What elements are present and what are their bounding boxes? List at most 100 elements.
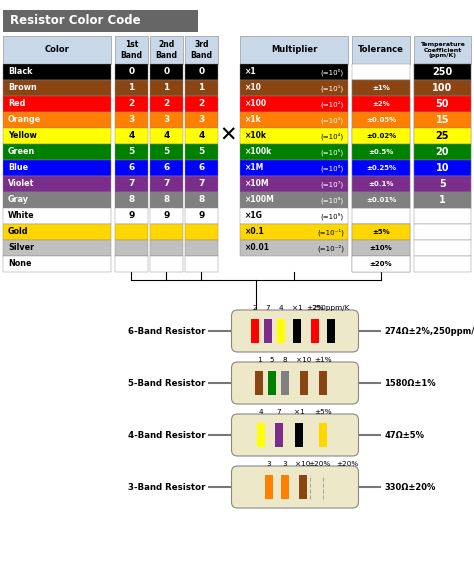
Text: Orange: Orange bbox=[8, 115, 41, 124]
Bar bbox=[150, 144, 183, 160]
Text: 5: 5 bbox=[164, 148, 170, 157]
Text: 100: 100 bbox=[432, 83, 453, 93]
Bar bbox=[115, 224, 148, 240]
Bar bbox=[352, 128, 410, 144]
Bar bbox=[3, 64, 111, 80]
Bar bbox=[240, 36, 348, 64]
Bar bbox=[265, 475, 273, 499]
Bar bbox=[115, 36, 148, 64]
Text: 50: 50 bbox=[436, 99, 449, 109]
Bar bbox=[3, 240, 111, 256]
Text: 250: 250 bbox=[432, 67, 453, 77]
Text: 330Ω±20%: 330Ω±20% bbox=[384, 482, 436, 491]
Bar bbox=[352, 160, 410, 176]
Text: 7: 7 bbox=[277, 409, 281, 415]
Bar bbox=[414, 144, 471, 160]
Bar bbox=[150, 224, 183, 240]
Bar bbox=[185, 36, 218, 64]
Text: None: None bbox=[8, 260, 31, 269]
Bar bbox=[414, 96, 471, 112]
Text: 9: 9 bbox=[128, 212, 135, 221]
Text: 0: 0 bbox=[164, 68, 170, 77]
Bar bbox=[352, 176, 410, 192]
Text: ±0.02%: ±0.02% bbox=[366, 133, 396, 139]
Bar bbox=[3, 176, 111, 192]
Bar bbox=[150, 256, 183, 272]
Text: 5: 5 bbox=[128, 148, 135, 157]
Text: ×10: ×10 bbox=[244, 83, 261, 92]
FancyBboxPatch shape bbox=[231, 310, 358, 352]
Text: ±5%: ±5% bbox=[372, 229, 390, 235]
Text: 6: 6 bbox=[128, 163, 135, 172]
Bar bbox=[352, 160, 410, 176]
Bar bbox=[185, 112, 218, 128]
Text: 7: 7 bbox=[198, 180, 205, 189]
Bar bbox=[3, 10, 198, 32]
Bar bbox=[3, 192, 111, 208]
Text: (=10⁰): (=10⁰) bbox=[321, 68, 344, 76]
Bar bbox=[115, 192, 148, 208]
Bar bbox=[352, 80, 410, 96]
Bar bbox=[240, 208, 348, 224]
Text: 1: 1 bbox=[199, 83, 205, 92]
Bar bbox=[319, 423, 327, 447]
Bar bbox=[150, 112, 183, 128]
Bar bbox=[185, 80, 218, 96]
Bar bbox=[3, 80, 111, 96]
Bar bbox=[352, 192, 410, 208]
Bar bbox=[240, 112, 348, 128]
Text: Blue: Blue bbox=[8, 163, 28, 172]
Bar bbox=[3, 128, 111, 144]
Text: ±0.5%: ±0.5% bbox=[368, 149, 394, 155]
Text: 3: 3 bbox=[267, 461, 271, 467]
Bar bbox=[352, 112, 410, 128]
Bar bbox=[3, 208, 111, 224]
Bar bbox=[115, 96, 148, 112]
Text: 1: 1 bbox=[164, 83, 170, 92]
Bar bbox=[414, 112, 471, 128]
Bar bbox=[311, 319, 319, 343]
Bar bbox=[414, 176, 471, 192]
Bar bbox=[240, 128, 348, 144]
Bar bbox=[414, 192, 471, 208]
Text: ×100: ×100 bbox=[244, 100, 266, 109]
Text: Multiplier: Multiplier bbox=[271, 46, 317, 55]
Bar bbox=[281, 475, 289, 499]
Bar bbox=[264, 319, 272, 343]
Bar bbox=[115, 144, 148, 160]
Text: 5: 5 bbox=[199, 148, 205, 157]
Bar bbox=[414, 36, 471, 64]
Bar bbox=[327, 319, 335, 343]
Bar bbox=[414, 112, 471, 128]
Text: Tolerance: Tolerance bbox=[358, 46, 404, 55]
Bar bbox=[3, 144, 111, 160]
Bar bbox=[352, 176, 410, 192]
Bar bbox=[185, 256, 218, 272]
Text: (=10⁻²): (=10⁻²) bbox=[317, 244, 344, 252]
Bar bbox=[115, 256, 148, 272]
Bar bbox=[352, 80, 410, 96]
Text: 2: 2 bbox=[164, 100, 170, 109]
Bar bbox=[281, 371, 289, 395]
Bar bbox=[414, 128, 471, 144]
Text: 4: 4 bbox=[128, 132, 135, 141]
Bar bbox=[185, 96, 218, 112]
Bar bbox=[150, 64, 183, 80]
Bar bbox=[414, 144, 471, 160]
Bar bbox=[185, 224, 218, 240]
Text: 7: 7 bbox=[266, 305, 270, 311]
Text: Brown: Brown bbox=[8, 83, 37, 92]
Text: 0: 0 bbox=[128, 68, 135, 77]
Text: 4: 4 bbox=[198, 132, 205, 141]
Text: ×10k: ×10k bbox=[244, 132, 266, 141]
Bar bbox=[150, 160, 183, 176]
Bar bbox=[319, 371, 327, 395]
Text: ×10M: ×10M bbox=[244, 180, 269, 189]
Text: 6-Band Resistor: 6-Band Resistor bbox=[128, 327, 206, 336]
Bar bbox=[150, 80, 183, 96]
Bar bbox=[240, 80, 348, 96]
Bar bbox=[295, 423, 303, 447]
Bar bbox=[185, 128, 218, 144]
Bar bbox=[275, 423, 283, 447]
Bar bbox=[115, 64, 148, 80]
